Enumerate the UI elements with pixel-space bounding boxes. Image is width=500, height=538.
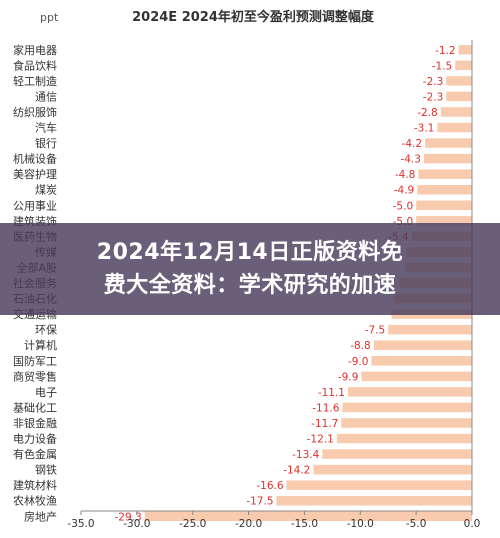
category-label: 食品饮料 — [13, 58, 57, 72]
bar — [371, 356, 472, 366]
value-label: -2.3 — [423, 76, 444, 88]
x-tick-label: -25.0 — [179, 518, 206, 530]
category-label: 电力设备 — [13, 432, 57, 446]
x-tick-label: -30.0 — [123, 518, 150, 530]
bar — [416, 200, 472, 211]
value-label: -1.2 — [435, 45, 456, 57]
bar — [388, 324, 472, 335]
x-tick-label: -15.0 — [291, 518, 318, 530]
value-label: -8.8 — [350, 340, 371, 352]
bar — [458, 45, 472, 55]
value-label: -5.0 — [393, 200, 414, 212]
bar — [455, 60, 472, 71]
category-label: 农林牧渔 — [13, 494, 57, 508]
value-label: -2.3 — [423, 91, 444, 103]
bar — [347, 387, 472, 397]
bar — [322, 449, 472, 459]
bar — [423, 153, 472, 164]
value-label: -16.6 — [256, 480, 283, 492]
bar — [313, 464, 472, 475]
category-label: 家用电器 — [13, 43, 57, 57]
category-label: 非银金融 — [13, 416, 57, 430]
value-label: -11.1 — [318, 387, 345, 399]
bar — [425, 138, 472, 148]
overlay-banner: 2024年12月14日正版资料免 费大全资料：学术研究的加速 — [0, 223, 500, 315]
x-tick-label: -35.0 — [67, 518, 94, 530]
value-label: -4.2 — [402, 138, 423, 150]
category-label: 美容护理 — [13, 167, 57, 181]
value-label: -9.0 — [348, 356, 369, 368]
category-label: 汽车 — [35, 121, 57, 135]
category-label: 煤炭 — [35, 184, 57, 197]
x-tick-label: -20.0 — [235, 518, 262, 530]
bar — [440, 107, 472, 117]
category-label: 机械设备 — [13, 152, 57, 166]
category-label: 环保 — [35, 323, 57, 337]
value-label: -17.5 — [246, 496, 273, 508]
category-label: 公用事业 — [13, 199, 57, 212]
category-label: 轻工制造 — [13, 74, 57, 88]
bar — [418, 169, 472, 179]
value-label: -29.3 — [115, 511, 142, 523]
overlay-line: 费大全资料：学术研究的加速 — [103, 273, 397, 298]
category-label: 钢铁 — [35, 464, 57, 477]
value-label: -12.1 — [307, 434, 334, 446]
category-label: 有色金属 — [13, 447, 57, 461]
value-label: -13.4 — [292, 449, 319, 461]
bar — [437, 122, 472, 133]
bar — [361, 371, 472, 382]
bar — [416, 216, 472, 226]
value-label: -2.8 — [417, 107, 438, 119]
category-label: 房地产 — [24, 509, 57, 523]
bar — [446, 91, 472, 102]
unit-label: ppt — [40, 11, 59, 24]
bar — [286, 480, 472, 490]
value-label: -11.6 — [312, 402, 339, 414]
bar — [373, 340, 472, 350]
category-label: 纺织服饰 — [13, 105, 57, 119]
value-label: -4.8 — [395, 169, 416, 181]
bar — [276, 495, 472, 506]
value-label: -9.9 — [338, 371, 359, 383]
category-label: 电子 — [35, 386, 57, 399]
category-label: 银行 — [35, 136, 57, 150]
overlay-line: 2024年12月14日正版资料免 — [96, 240, 404, 265]
value-label: -14.2 — [283, 465, 310, 477]
value-label: -3.1 — [414, 123, 435, 135]
bar — [417, 184, 472, 195]
category-label: 基础化工 — [13, 400, 57, 414]
value-label: -11.7 — [311, 418, 338, 430]
x-tick-label: 0.0 — [464, 518, 481, 530]
bar — [144, 511, 473, 522]
x-tick-label: -5.0 — [406, 518, 427, 530]
x-tick-label: -10.0 — [347, 518, 374, 530]
value-label: -7.5 — [365, 325, 386, 337]
chart-title: 2024E 2024年初至今盈利预测调整幅度 — [132, 9, 375, 25]
category-label: 建筑材料 — [13, 478, 57, 492]
category-label: 通信 — [35, 90, 57, 103]
category-label: 国防军工 — [13, 354, 57, 368]
overlay-text: 2024年12月14日正版资料免 费大全资料：学术研究的加速 — [15, 236, 485, 302]
category-label: 商贸零售 — [13, 369, 57, 383]
value-label: -4.3 — [400, 154, 421, 166]
bar — [446, 76, 472, 86]
bar — [341, 418, 472, 428]
bar — [336, 433, 472, 444]
value-label: -4.9 — [394, 185, 415, 197]
value-label: -1.5 — [432, 60, 453, 72]
category-label: 计算机 — [24, 338, 57, 352]
bar — [342, 402, 472, 413]
